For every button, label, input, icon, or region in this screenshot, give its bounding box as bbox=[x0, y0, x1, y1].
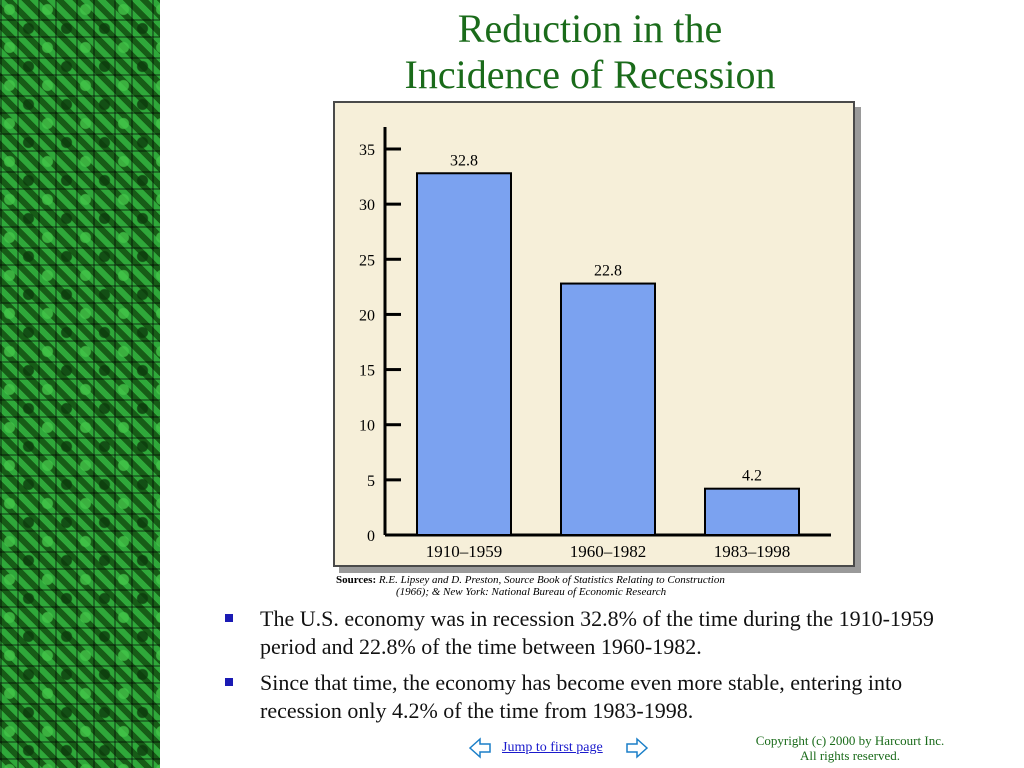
bullet-text: The U.S. economy was in recession 32.8% … bbox=[260, 606, 934, 659]
bar bbox=[416, 172, 512, 537]
y-tick-label: 0 bbox=[367, 528, 375, 545]
jump-to-first-page-link[interactable]: Jump to first page bbox=[502, 740, 603, 755]
sources-line-2: (1966); & New York: National Bureau of E… bbox=[396, 586, 667, 598]
x-tick-label: 1910–1959 bbox=[426, 542, 503, 561]
y-tick-label: 35 bbox=[359, 142, 375, 159]
sources-line-1: R.E. Lipsey and D. Preston, Source Book … bbox=[378, 574, 725, 586]
x-tick-label: 1960–1982 bbox=[570, 542, 647, 561]
x-tick-label: 1983–1998 bbox=[714, 542, 791, 561]
copyright-notice: Copyright (c) 2000 by Harcourt Inc. All … bbox=[700, 733, 1000, 763]
sources-note: Sources: R.E. Lipsey and D. Preston, Sou… bbox=[336, 574, 856, 598]
bar bbox=[560, 282, 656, 536]
sources-label: Sources: bbox=[336, 574, 377, 586]
bar-chart: 0 5 10 15 20 25 30 35 32.8 1910–1959 22.8 1960–1982… bbox=[359, 127, 831, 561]
square-bullet-icon bbox=[225, 678, 233, 686]
chart-frame: 0 5 10 15 20 25 30 35 32.8 1910–1959 22.8 1960–1982… bbox=[333, 101, 855, 567]
decorative-sidebar bbox=[0, 0, 160, 768]
copyright-line-2: All rights reserved. bbox=[799, 748, 900, 763]
title-line-2: Incidence of Recession bbox=[404, 52, 776, 97]
bar-value-label: 32.8 bbox=[450, 152, 478, 169]
y-tick-label: 10 bbox=[359, 418, 375, 435]
bullet-item: The U.S. economy was in recession 32.8% … bbox=[225, 605, 985, 661]
y-tick-label: 30 bbox=[359, 197, 375, 214]
slide-navigation: Jump to first page bbox=[468, 734, 649, 762]
square-bullet-icon bbox=[225, 614, 233, 622]
bar bbox=[704, 487, 800, 536]
y-tick-label: 25 bbox=[359, 252, 375, 269]
bullet-list: The U.S. economy was in recession 32.8% … bbox=[225, 605, 985, 733]
y-tick-label: 20 bbox=[359, 307, 375, 324]
right-arrow-icon[interactable] bbox=[625, 736, 649, 760]
bullet-text: Since that time, the economy has become … bbox=[260, 670, 903, 723]
y-tick-label: 15 bbox=[359, 363, 375, 380]
copyright-line-1: Copyright (c) 2000 by Harcourt Inc. bbox=[755, 733, 945, 748]
bar-value-label: 22.8 bbox=[594, 263, 622, 280]
slide-title: Reduction in the Incidence of Recession bbox=[300, 6, 880, 98]
y-tick-label: 5 bbox=[367, 473, 375, 490]
bullet-item: Since that time, the economy has become … bbox=[225, 669, 985, 725]
left-arrow-icon[interactable] bbox=[468, 736, 492, 760]
title-line-1: Reduction in the bbox=[457, 6, 723, 51]
bar-value-label: 4.2 bbox=[742, 468, 762, 485]
